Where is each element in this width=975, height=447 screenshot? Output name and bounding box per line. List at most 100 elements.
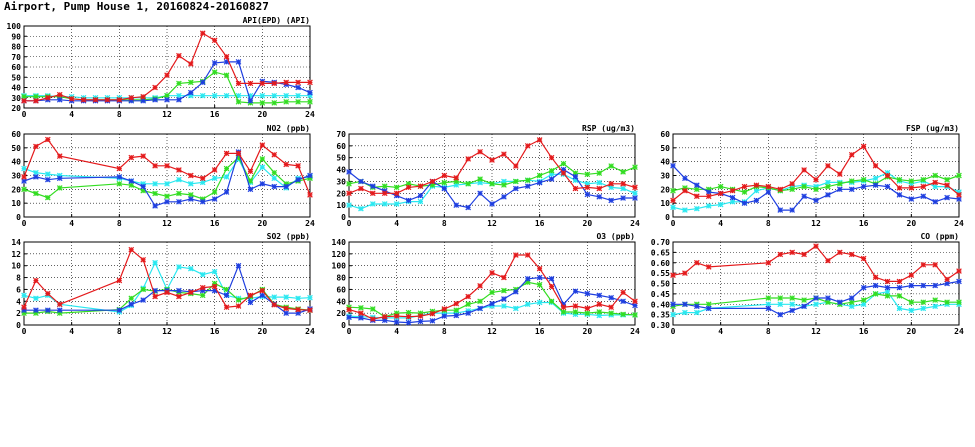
data-point-red <box>513 163 519 169</box>
data-point-green <box>536 172 543 179</box>
y-tick-label: 0.55 <box>651 269 670 278</box>
data-point-cyan <box>670 311 676 318</box>
data-point-green <box>872 291 879 297</box>
data-point-blue <box>128 178 135 184</box>
data-point-cyan <box>632 190 638 197</box>
x-tick-label: 0 <box>671 327 676 336</box>
data-point-cyan <box>271 175 278 182</box>
data-point-green <box>176 80 182 87</box>
data-point-red <box>932 262 938 268</box>
data-point-red <box>670 272 676 279</box>
data-point-green <box>271 169 278 176</box>
data-point-blue <box>705 189 712 195</box>
data-point-green <box>346 180 352 187</box>
data-point-red <box>789 249 795 256</box>
data-point-blue <box>608 294 614 301</box>
data-point-cyan <box>777 301 784 308</box>
data-point-red <box>489 270 495 276</box>
data-point-cyan <box>417 198 424 205</box>
data-point-green <box>128 182 135 189</box>
data-point-cyan <box>223 174 230 180</box>
data-point-red <box>140 93 146 100</box>
data-point-red <box>944 276 950 283</box>
data-point-blue <box>694 182 700 189</box>
data-point-green <box>223 72 230 79</box>
data-point-green <box>307 99 313 105</box>
data-point-green <box>513 178 519 185</box>
data-point-red <box>56 153 63 159</box>
data-point-red <box>896 185 903 191</box>
data-point-red <box>465 293 471 300</box>
y-tick-label: 40 <box>11 158 21 167</box>
x-tick-label: 20 <box>258 327 268 336</box>
y-tick-label: 60 <box>11 63 21 72</box>
data-point-red <box>848 251 855 258</box>
data-point-green <box>441 179 448 186</box>
data-point-green <box>211 69 218 75</box>
data-point-red <box>694 193 700 200</box>
data-point-red <box>896 278 903 285</box>
x-tick-label: 24 <box>630 327 640 336</box>
data-point-blue <box>932 198 938 205</box>
data-point-green <box>477 298 483 305</box>
y-tick-label: 60 <box>11 130 21 139</box>
data-point-red <box>477 283 483 289</box>
data-point-cyan <box>259 164 266 171</box>
data-point-blue <box>370 183 376 189</box>
data-point-blue <box>501 296 507 302</box>
data-point-blue <box>164 96 170 103</box>
data-point-green <box>956 299 962 305</box>
data-point-red <box>56 301 63 308</box>
data-point-green <box>608 163 614 169</box>
data-point-red <box>21 98 27 104</box>
data-point-blue <box>777 311 784 318</box>
data-point-blue <box>920 282 927 289</box>
x-tick-label: 20 <box>907 219 917 228</box>
x-tick-label: 24 <box>630 219 640 228</box>
data-point-blue <box>620 298 626 305</box>
data-point-blue <box>801 193 807 200</box>
data-point-red <box>837 249 843 256</box>
data-point-cyan <box>381 201 388 207</box>
data-point-cyan <box>33 295 39 302</box>
data-point-red <box>223 53 230 60</box>
data-point-green <box>453 307 460 314</box>
data-point-red <box>501 274 507 281</box>
data-point-red <box>465 156 471 162</box>
data-point-cyan <box>848 303 855 310</box>
data-point-blue <box>259 292 266 299</box>
data-point-cyan <box>152 180 158 187</box>
data-point-green <box>717 183 724 190</box>
data-point-red <box>524 252 531 258</box>
data-point-blue <box>789 207 795 213</box>
data-point-red <box>429 310 436 317</box>
data-point-cyan <box>33 169 39 176</box>
x-tick-label: 4 <box>394 219 399 228</box>
x-tick-label: 24 <box>954 327 964 336</box>
data-point-red <box>295 79 301 86</box>
data-point-red <box>608 304 614 311</box>
data-point-green <box>572 309 579 315</box>
data-point-red <box>405 184 412 191</box>
data-point-green <box>164 92 170 99</box>
data-point-blue <box>453 202 460 208</box>
x-tick-label: 12 <box>162 219 172 228</box>
data-point-cyan <box>295 295 301 302</box>
data-point-red <box>813 243 819 249</box>
data-point-blue <box>825 192 831 198</box>
y-tick-label: 20 <box>660 185 670 194</box>
x-tick-label: 24 <box>305 219 315 228</box>
y-tick-label: 80 <box>11 43 21 52</box>
x-tick-label: 0 <box>22 110 27 119</box>
plot-frame <box>23 241 311 326</box>
x-tick-label: 16 <box>210 219 220 228</box>
data-point-red <box>116 165 123 172</box>
data-point-green <box>548 298 555 305</box>
data-point-red <box>453 175 460 181</box>
data-point-blue <box>572 288 579 295</box>
data-point-red <box>908 272 915 279</box>
data-point-blue <box>176 96 182 103</box>
data-point-cyan <box>501 303 507 309</box>
data-point-green <box>21 93 27 100</box>
